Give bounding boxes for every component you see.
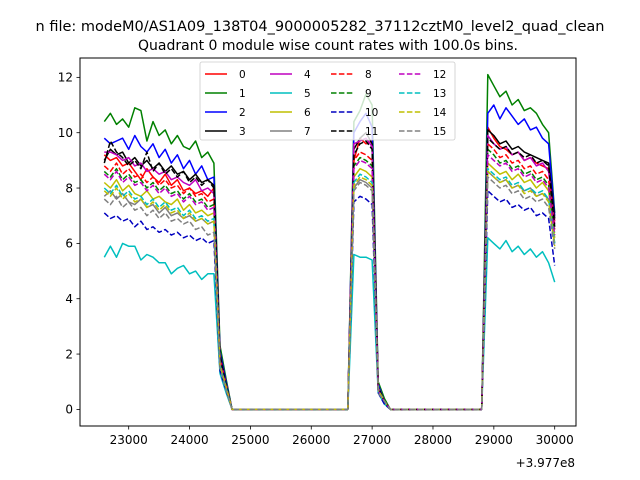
x-tick-label: 23000: [110, 433, 148, 447]
legend-entry-3: 3: [205, 126, 246, 138]
legend-entry-15: 15: [399, 126, 446, 138]
series-line-14: [103, 170, 556, 411]
y-tick-label: 8: [65, 181, 73, 195]
legend-entry-5: 5: [270, 88, 311, 100]
x-tick-label: 28000: [414, 433, 452, 447]
y-tick-label: 10: [58, 126, 73, 140]
legend-box: [199, 61, 456, 141]
x-axis: 23000 24000 25000 26000 27000 28000 29000 30000: [110, 426, 574, 447]
legend-label: 7: [304, 126, 311, 138]
legend-entry-9: 9: [331, 88, 372, 100]
legend-entry-0: 0: [205, 69, 246, 81]
series-line-15: [103, 176, 556, 411]
legend-label: 4: [304, 69, 311, 81]
y-tick-label: 4: [65, 292, 73, 306]
y-tick-label: 0: [65, 403, 73, 417]
chart-title: Quadrant 0 module wise count rates with …: [138, 38, 518, 54]
legend-label: 8: [365, 69, 372, 81]
legend-entry-2: 2: [205, 107, 246, 119]
legend-label: 3: [239, 126, 246, 138]
x-tick-label: 24000: [170, 433, 208, 447]
legend-label: 15: [433, 126, 446, 138]
legend-label: 1: [239, 88, 246, 100]
plot-area: 23000 24000 25000 26000 27000 28000 29000 30000…: [58, 57, 577, 470]
x-tick-label: 26000: [292, 433, 330, 447]
legend-label: 12: [433, 69, 446, 81]
legend-entry-1: 1: [205, 88, 246, 100]
y-axis: 0 2 4 6 8 10 12: [58, 71, 80, 417]
legend-entry-11: 11: [331, 126, 378, 138]
legend-label: 6: [304, 107, 311, 119]
legend-label: 14: [433, 107, 447, 119]
legend-label: 0: [239, 69, 246, 81]
y-tick-label: 2: [65, 347, 73, 361]
series-layer: [103, 73, 556, 411]
legend-entry-14: 14: [399, 107, 447, 119]
legend-label: 5: [304, 88, 311, 100]
series-line-12: [103, 154, 556, 411]
legend-entry-6: 6: [270, 107, 311, 119]
legend-entry-4: 4: [270, 69, 311, 81]
x-tick-label: 25000: [231, 433, 269, 447]
legend-label: 10: [365, 107, 378, 119]
x-tick-label: 29000: [475, 433, 513, 447]
legend-entry-10: 10: [331, 107, 378, 119]
legend-label: 2: [239, 107, 246, 119]
suptitle: n file: modeM0/AS1A09_138T04_9000005282_…: [36, 19, 605, 35]
y-tick-label: 12: [58, 71, 73, 85]
legend-label: 13: [433, 88, 446, 100]
legend-entry-8: 8: [331, 69, 372, 81]
legend-entry-13: 13: [399, 88, 446, 100]
legend-label: 9: [365, 88, 372, 100]
legend-label: 11: [365, 126, 378, 138]
legend-entry-7: 7: [270, 126, 311, 138]
legend-entry-12: 12: [399, 69, 446, 81]
x-tick-label: 30000: [536, 433, 574, 447]
axes-frame: [79, 57, 577, 427]
x-tick-label: 27000: [353, 433, 391, 447]
x-offset-text: +3.977e8: [516, 456, 575, 470]
y-tick-label: 6: [65, 237, 73, 251]
